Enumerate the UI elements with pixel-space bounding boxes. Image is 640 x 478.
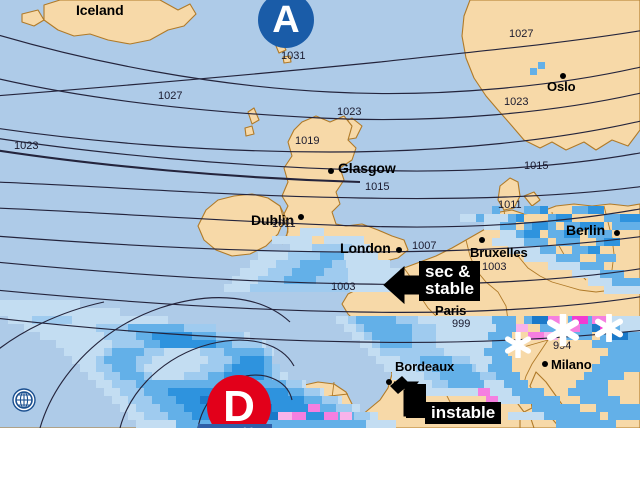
low-pressure-marker-d[interactable]: D: [207, 375, 271, 428]
snowflake-icon: [505, 332, 531, 358]
bottom-info-bar: Fr, 22.04.2022, 12..15 UTC Fr 06 +9h Mod…: [0, 428, 640, 478]
city-label-paris: Paris: [435, 303, 467, 318]
city-label-bruxelles: Bruxelles: [470, 245, 528, 260]
city-label-berlin: Berlin: [566, 222, 606, 238]
isobar-label-1023: 1023: [504, 96, 529, 108]
city-dot-milano: [542, 361, 548, 367]
city-label-london: London: [340, 240, 391, 256]
isobar-label-1023: 1023: [14, 140, 39, 152]
city-dot-berlin: [614, 230, 620, 236]
isobar-label-1027: 1027: [158, 90, 183, 102]
goutte-froide-line1: goutte: [204, 425, 266, 428]
instable-arrow-icon: [390, 376, 426, 418]
isobar-label-1019: 1019: [295, 135, 320, 147]
isobar-label-1015: 1015: [524, 160, 549, 172]
isobar-label-999: 999: [452, 318, 471, 330]
isobar-label-1011: 1011: [498, 199, 522, 211]
city-dot-glasgow: [328, 168, 334, 174]
city-label-milano: Milano: [551, 357, 592, 372]
city-label-iceland: Iceland: [76, 2, 124, 18]
city-dot-london: [396, 247, 402, 253]
city-label-oslo: Oslo: [547, 79, 576, 94]
isobar-label-1023: 1023: [337, 106, 362, 118]
high-pressure-marker-a[interactable]: A: [258, 0, 314, 48]
globe-logo-icon[interactable]: [12, 388, 36, 412]
isobar-label-1003: 1003: [482, 261, 507, 273]
isobar-label-994: 994: [553, 340, 572, 352]
isobar-label-1015: 1015: [365, 181, 390, 193]
callout-instable-label: instable: [431, 403, 496, 422]
city-dot-oslo: [560, 73, 566, 79]
isobar-label-1027: 1027: [509, 28, 534, 40]
snowflake-icon: [595, 314, 623, 342]
city-label-glasgow: Glasgow: [338, 160, 396, 176]
isobar-lines: [0, 30, 640, 428]
callout-sec-line1: sec &: [425, 262, 471, 281]
snowflake-icon: [547, 314, 579, 346]
city-dot-dublin: [298, 214, 304, 220]
weather-map[interactable]: Iceland Oslo Glasgow Dublin London Bruxelles B…: [0, 0, 640, 428]
callout-instable: instable: [425, 402, 502, 425]
city-dot-bordeaux: [386, 379, 392, 385]
isobar-label-1031: 1031: [281, 50, 306, 62]
isobar-label-1011: 1011: [272, 218, 296, 230]
callout-sec-line2: stable: [425, 279, 475, 299]
callout-sec-stable: sec & stable: [419, 261, 481, 301]
map-graphics: [0, 0, 640, 428]
city-label-dublin: Dublin: [251, 212, 294, 228]
isobar-label-1007: 1007: [412, 240, 437, 252]
city-label-bordeaux: Bordeaux: [395, 359, 455, 374]
isobar-label-1003: 1003: [331, 281, 356, 293]
city-dot-bruxelles: [479, 237, 485, 243]
goutte-froide-label: goutte froide: [198, 424, 272, 428]
